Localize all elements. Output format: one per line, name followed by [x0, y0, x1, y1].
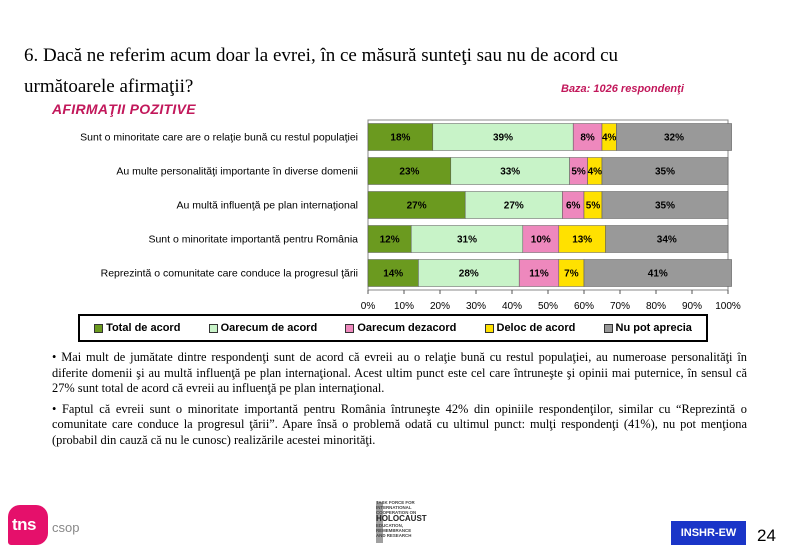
bar-segment	[558, 225, 606, 253]
inshr-badge: INSHR-EW	[671, 521, 746, 545]
data-label: 33%	[500, 167, 520, 178]
data-label: 13%	[572, 235, 592, 246]
legend-item: Nu pot aprecia	[603, 322, 692, 334]
category-label: Sunt o minoritate importantă pentru Româ…	[148, 234, 358, 246]
x-tick-label: 40%	[502, 301, 522, 312]
x-tick-label: 80%	[646, 301, 666, 312]
bar-segment	[601, 157, 729, 185]
data-label: 41%	[648, 269, 668, 280]
category-label: Sunt o minoritate care are o relaţie bun…	[80, 132, 358, 144]
csop-logo-text: csop	[52, 520, 80, 535]
legend-item: Deloc de acord	[484, 322, 576, 334]
legend-swatch	[94, 323, 104, 333]
legend-label: Nu pot aprecia	[615, 322, 692, 334]
bar-segment	[418, 259, 520, 287]
stacked-bar-chart: Sunt o minoritate care are o relaţie bun…	[80, 119, 741, 312]
note-paragraph-1: • Mai mult de jumătate dintre respondenţ…	[52, 350, 747, 395]
tns-logo-text: tns	[12, 515, 37, 534]
x-tick-label: 20%	[430, 301, 450, 312]
x-tick-label: 70%	[610, 301, 630, 312]
legend-label: Oarecum de acord	[220, 322, 318, 334]
data-label: 35%	[655, 167, 675, 178]
bar-segment	[450, 157, 570, 185]
legend-swatch	[484, 323, 494, 333]
legend-item: Total de acord	[94, 322, 180, 334]
data-label: 6%	[566, 201, 581, 212]
bar-segment	[464, 191, 563, 219]
category-label: Au multă influenţă pe plan internaţional	[176, 200, 358, 212]
category-label: Au multe personalităţi importante în div…	[116, 166, 358, 178]
bar-segment	[583, 259, 732, 287]
data-label: 27%	[407, 201, 427, 212]
legend-label: Deloc de acord	[496, 322, 576, 334]
task-force-logo: TASK FORCE FOR INTERNATIONAL COOPERATION…	[376, 500, 432, 545]
bar-segment	[367, 225, 412, 253]
note-paragraph-2: • Faptul că evreii sunt o minoritate imp…	[52, 401, 747, 447]
bar-segment	[410, 225, 524, 253]
x-tick-label: 90%	[682, 301, 702, 312]
data-label: 4%	[602, 133, 617, 144]
bar-segment	[601, 191, 729, 219]
data-label: 35%	[655, 201, 675, 212]
category-label: Reprezintă o comunitate care conduce la …	[101, 268, 358, 280]
chart-legend: Total de acord Oarecum de acord Oarecum de…	[78, 314, 708, 342]
task-force-logo-bar	[376, 502, 383, 543]
x-tick-label: 60%	[574, 301, 594, 312]
data-label: 11%	[529, 269, 549, 280]
notes: • Mai mult de jumătate dintre respondenţ…	[52, 350, 747, 453]
data-label: 32%	[664, 133, 684, 144]
bar-segment	[605, 225, 729, 253]
bar-segment	[367, 157, 452, 185]
data-label: 7%	[564, 269, 579, 280]
legend-swatch	[603, 323, 613, 333]
legend-item: Oarecum dezacord	[345, 322, 456, 334]
bar-segment	[522, 225, 560, 253]
data-label: 5%	[571, 167, 586, 178]
x-tick-label: 0%	[361, 301, 376, 312]
page-number: 24	[757, 526, 776, 545]
x-tick-label: 100%	[715, 301, 741, 312]
legend-item: Oarecum de acord	[208, 322, 318, 334]
data-label: 8%	[580, 133, 595, 144]
data-label: 14%	[383, 269, 403, 280]
data-label: 34%	[657, 235, 677, 246]
bar-segment	[616, 123, 732, 151]
data-label: 10%	[531, 235, 551, 246]
x-tick-label: 10%	[394, 301, 414, 312]
legend-swatch	[345, 323, 355, 333]
data-label: 18%	[390, 133, 410, 144]
bar-segment	[367, 191, 466, 219]
x-tick-label: 50%	[538, 301, 558, 312]
legend-swatch	[208, 323, 218, 333]
base-label: Baza: 1026 respondenţi	[561, 83, 684, 95]
data-label: 28%	[459, 269, 479, 280]
data-label: 27%	[504, 201, 524, 212]
bar-segment	[367, 123, 434, 151]
bar-segment	[558, 259, 585, 287]
data-label: 23%	[399, 167, 419, 178]
question-title: 6. Dacă ne referim acum doar la evrei, î…	[24, 45, 619, 97]
bar-segment	[432, 123, 574, 151]
data-label: 31%	[457, 235, 477, 246]
section-title: AFIRMAŢII POZITIVE	[52, 101, 196, 117]
task-force-logo-text: TASK FORCE FOR INTERNATIONAL COOPERATION…	[376, 500, 427, 538]
x-tick-label: 30%	[466, 301, 486, 312]
bar-segment	[367, 259, 419, 287]
legend-label: Total de acord	[106, 322, 181, 334]
tns-logo	[8, 505, 48, 545]
data-label: 4%	[588, 167, 603, 178]
data-label: 12%	[380, 235, 400, 246]
data-label: 39%	[493, 133, 513, 144]
data-label: 5%	[586, 201, 601, 212]
legend-label: Oarecum dezacord	[357, 322, 457, 334]
